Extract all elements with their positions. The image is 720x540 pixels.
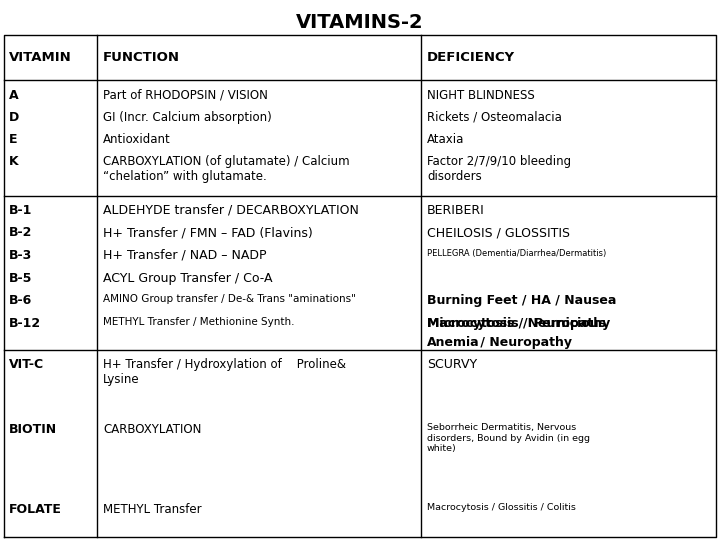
Text: B-3: B-3	[9, 249, 32, 262]
Text: CHEILOSIS / GLOSSITIS: CHEILOSIS / GLOSSITIS	[427, 226, 570, 239]
Text: GI (Incr. Calcium absorption): GI (Incr. Calcium absorption)	[103, 111, 271, 124]
Text: Pernicious: Pernicious	[534, 317, 606, 330]
Text: VITAMIN: VITAMIN	[9, 51, 72, 64]
Text: / Neuropathy: / Neuropathy	[476, 336, 572, 349]
Text: ACYL Group Transfer / Co-A: ACYL Group Transfer / Co-A	[103, 272, 272, 285]
Text: CARBOXYLATION: CARBOXYLATION	[103, 423, 202, 436]
Text: K: K	[9, 155, 19, 168]
Text: Seborrheic Dermatitis, Nervous
disorders, Bound by Avidin (in egg
white): Seborrheic Dermatitis, Nervous disorders…	[427, 423, 590, 453]
Text: METHYL Transfer / Methionine Synth.: METHYL Transfer / Methionine Synth.	[103, 317, 294, 327]
Text: FOLATE: FOLATE	[9, 503, 62, 516]
Text: VITAMINS-2: VITAMINS-2	[296, 14, 424, 32]
Text: Part of RHODOPSIN / VISION: Part of RHODOPSIN / VISION	[103, 89, 268, 102]
Text: Macrocytosis /: Macrocytosis /	[427, 317, 532, 330]
Text: CARBOXYLATION (of glutamate) / Calcium
“chelation” with glutamate.: CARBOXYLATION (of glutamate) / Calcium “…	[103, 155, 350, 183]
Text: H+ Transfer / Hydroxylation of    Proline&
Lysine: H+ Transfer / Hydroxylation of Proline& …	[103, 357, 346, 386]
Text: A: A	[9, 89, 19, 102]
Text: Factor 2/7/9/10 bleeding
disorders: Factor 2/7/9/10 bleeding disorders	[427, 155, 571, 183]
Text: AMINO Group transfer / De-& Trans "aminations": AMINO Group transfer / De-& Trans "amina…	[103, 294, 356, 304]
Text: B-6: B-6	[9, 294, 32, 307]
Text: PELLEGRA (Dementia/Diarrhea/Dermatitis): PELLEGRA (Dementia/Diarrhea/Dermatitis)	[427, 249, 606, 258]
Text: B-12: B-12	[9, 317, 42, 330]
Text: B-2: B-2	[9, 226, 32, 239]
Text: B-5: B-5	[9, 272, 32, 285]
Text: H+ Transfer / FMN – FAD (Flavins): H+ Transfer / FMN – FAD (Flavins)	[103, 226, 312, 239]
Text: SCURVY: SCURVY	[427, 357, 477, 370]
Text: Anemia: Anemia	[427, 336, 480, 349]
Text: FUNCTION: FUNCTION	[103, 51, 180, 64]
Text: DEFICIENCY: DEFICIENCY	[427, 51, 515, 64]
Text: Ataxia: Ataxia	[427, 133, 464, 146]
Text: B-1: B-1	[9, 204, 32, 217]
Text: E: E	[9, 133, 18, 146]
Text: NIGHT BLINDNESS: NIGHT BLINDNESS	[427, 89, 535, 102]
Text: Antioxidant: Antioxidant	[103, 133, 171, 146]
Text: H+ Transfer / NAD – NADP: H+ Transfer / NAD – NADP	[103, 249, 266, 262]
Text: VIT-C: VIT-C	[9, 357, 45, 370]
Text: BERIBERI: BERIBERI	[427, 204, 485, 217]
Text: BIOTIN: BIOTIN	[9, 423, 58, 436]
Text: D: D	[9, 111, 19, 124]
Text: Microcytosis / Neuropathy: Microcytosis / Neuropathy	[427, 317, 611, 330]
Text: METHYL Transfer: METHYL Transfer	[103, 503, 202, 516]
Text: ALDEHYDE transfer / DECARBOXYLATION: ALDEHYDE transfer / DECARBOXYLATION	[103, 204, 359, 217]
Text: Burning Feet / HA / Nausea: Burning Feet / HA / Nausea	[427, 294, 616, 307]
Text: Rickets / Osteomalacia: Rickets / Osteomalacia	[427, 111, 562, 124]
Text: Macrocytosis / Glossitis / Colitis: Macrocytosis / Glossitis / Colitis	[427, 503, 576, 512]
